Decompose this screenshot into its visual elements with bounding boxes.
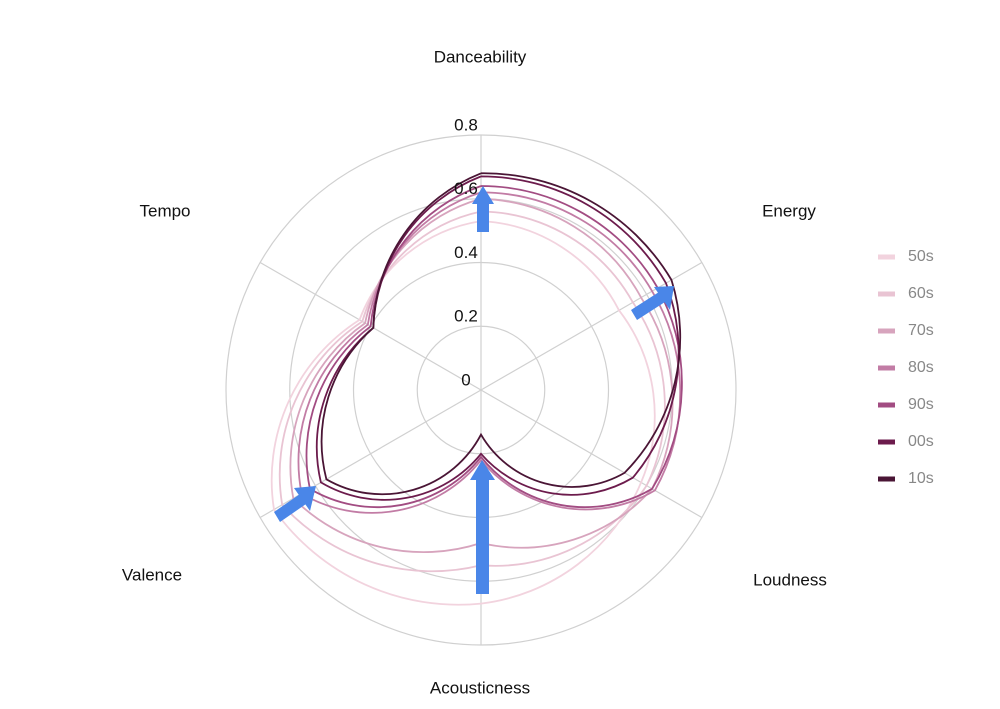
arrow — [631, 292, 665, 320]
legend-label: 50s — [908, 248, 934, 265]
radial-tick-label: 0.6 — [454, 179, 478, 198]
axis-label: Acousticness — [430, 678, 530, 697]
labels: 0 0.2 0.4 0.6 0.8 Danceability Energy Loudness A… — [122, 47, 827, 697]
radial-tick-label: 0 — [461, 370, 470, 389]
radial-tick-label: 0.2 — [454, 307, 478, 326]
spoke — [480, 389, 703, 519]
arrow-head — [294, 486, 316, 511]
legend-label: 80s — [908, 359, 934, 376]
arrow-head — [654, 286, 674, 310]
series-line — [305, 185, 683, 509]
legend-label: 60s — [908, 285, 934, 302]
series-line — [297, 191, 682, 514]
axis-label: Tempo — [139, 201, 190, 220]
legend-label: 90s — [908, 396, 934, 413]
annotation-arrows — [274, 186, 674, 594]
arrow-head — [470, 460, 495, 480]
axis-label: Danceability — [434, 47, 527, 66]
arrow — [476, 476, 489, 594]
legend-label: 10s — [908, 470, 934, 487]
axis-label: Valence — [122, 565, 182, 584]
arrow — [477, 200, 489, 232]
radial-tick-label: 0.4 — [454, 243, 478, 262]
axis-label: Energy — [762, 201, 816, 220]
arrow-head — [472, 186, 494, 204]
series-line — [270, 220, 656, 606]
radial-tick-label: 0.8 — [454, 115, 478, 134]
series-line — [320, 172, 682, 496]
legend-label: 70s — [908, 322, 934, 339]
legend: 50s 60s 70s 80s 90s 00s 10s — [878, 248, 934, 487]
arrow — [274, 494, 306, 522]
legend-label: 00s — [908, 433, 934, 450]
axis-label: Loudness — [753, 570, 827, 589]
spoke — [480, 261, 703, 391]
